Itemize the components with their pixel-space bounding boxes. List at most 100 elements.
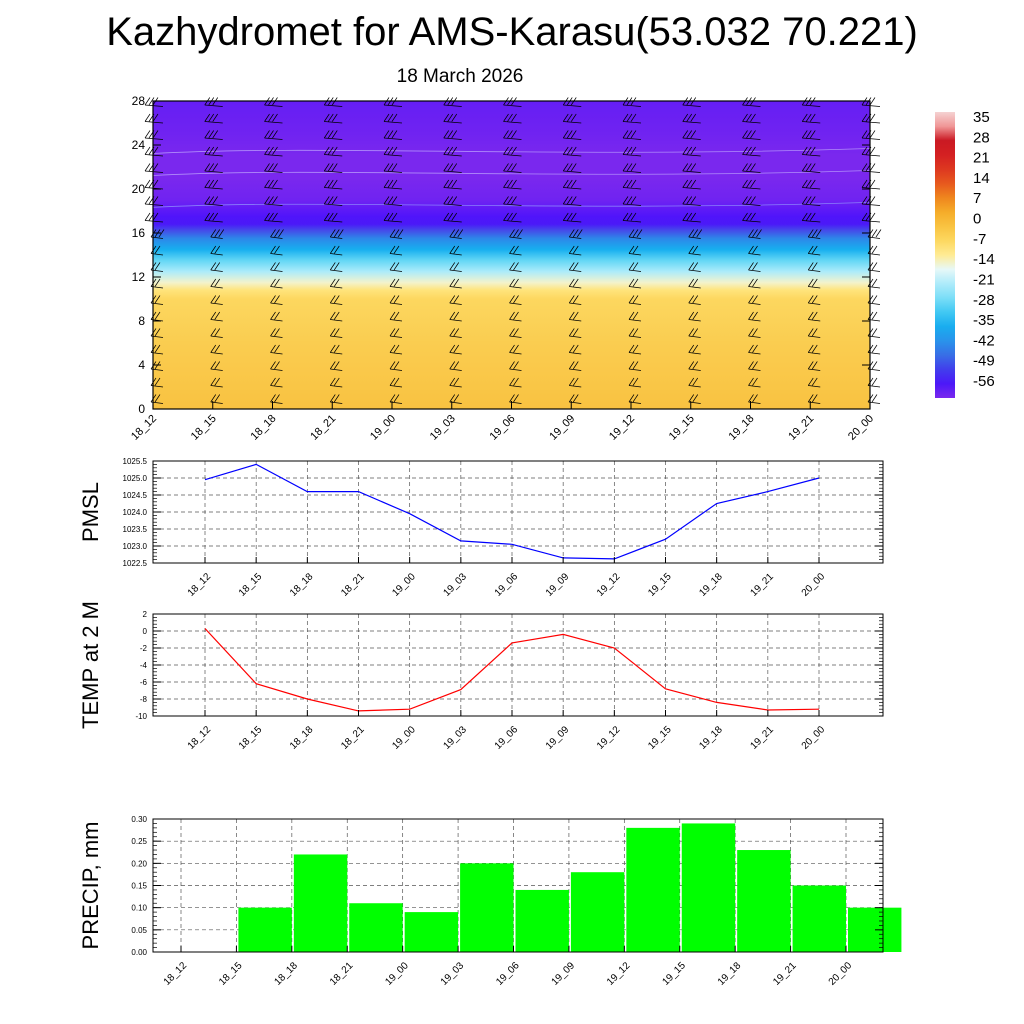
wind-barb (742, 130, 761, 140)
x-tick-label: 19_12 (605, 960, 633, 988)
barb-feather (204, 113, 211, 122)
barb-feather (632, 245, 639, 254)
barb-feather (507, 163, 513, 172)
wind-barb (628, 328, 642, 338)
barb-feather (329, 311, 336, 320)
barb-staff (204, 104, 223, 107)
barb-feather (268, 130, 274, 139)
barb-feather (327, 196, 334, 205)
barb-feather (148, 97, 155, 106)
y-tick-label: 0.00 (131, 948, 147, 957)
barb-feather (204, 212, 211, 221)
barb-staff (802, 137, 821, 140)
barb-feather (628, 245, 635, 254)
barb-staff (569, 368, 582, 371)
barb-feather (214, 361, 221, 370)
barb-feather (871, 361, 878, 370)
barb-feather (805, 212, 812, 221)
barb-feather (628, 394, 635, 403)
barb-feather (210, 311, 217, 320)
barb-feather (154, 278, 161, 287)
barb-staff (330, 319, 343, 322)
barb-feather (682, 163, 689, 172)
barb-feather (453, 262, 460, 271)
barb-feather (801, 179, 808, 188)
barb-staff (622, 121, 642, 124)
barb-staff (861, 154, 881, 157)
barb-feather (391, 130, 398, 139)
barb-feather (453, 394, 460, 403)
barb-staff (204, 220, 223, 223)
barb-feather (752, 278, 758, 287)
barb-feather (815, 229, 822, 238)
barb-staff (861, 187, 881, 190)
barb-staff (509, 253, 522, 256)
barb-staff (324, 154, 343, 157)
barb-feather (632, 394, 639, 403)
barb-feather (270, 229, 276, 238)
wind-barb (688, 344, 701, 355)
wind-barb (204, 130, 223, 140)
wind-barb (622, 163, 642, 173)
barb-staff (682, 154, 701, 157)
wind-barb (801, 146, 821, 157)
barb-feather (270, 295, 276, 304)
barb-staff (330, 236, 343, 239)
barb-feather (811, 377, 818, 386)
barb-staff (443, 121, 462, 124)
wind-barb (742, 179, 761, 190)
barb-feather (443, 130, 450, 139)
barb-feather (391, 179, 398, 188)
barb-staff (383, 121, 403, 124)
barb-feather (152, 179, 159, 188)
barb-staff (383, 187, 403, 190)
barb-feather (272, 179, 278, 188)
x-tick-label: 19_15 (667, 413, 697, 443)
barb-feather (331, 130, 338, 139)
wind-barb (383, 163, 403, 173)
barb-staff (688, 302, 701, 305)
wind-barb (204, 179, 223, 190)
y-tick-label: 0.20 (131, 859, 147, 868)
barb-feather (154, 328, 161, 337)
barb-feather (632, 278, 639, 287)
barb-feather (507, 179, 513, 188)
barb-feather (449, 377, 456, 386)
barb-feather (692, 328, 699, 337)
barb-staff (861, 104, 881, 107)
barb-staff (270, 368, 283, 371)
x-tick-label: 18_15 (237, 724, 265, 752)
barb-feather (628, 262, 635, 271)
barb-feather (272, 196, 278, 205)
barb-feather (154, 262, 161, 271)
y-axis-title: PRECIP, mm (78, 822, 103, 950)
barb-feather (208, 113, 215, 122)
barb-feather (811, 295, 818, 304)
barb-feather (389, 245, 396, 254)
y-tick-label: 1024.0 (123, 508, 148, 517)
barb-feather (509, 262, 515, 271)
barb-staff (324, 187, 343, 190)
wind-barb (509, 229, 523, 239)
barb-feather (692, 377, 699, 386)
barb-feather (622, 179, 629, 188)
barb-feather (568, 394, 575, 403)
barb-feather (805, 146, 812, 155)
barb-feather (333, 394, 340, 403)
barb-staff (503, 187, 522, 190)
barb-feather (809, 113, 816, 122)
barb-feather (264, 212, 270, 221)
x-tick-label: 19_12 (607, 413, 637, 443)
barb-feather (807, 295, 814, 304)
barb-feather (742, 196, 748, 205)
barb-feather (453, 377, 460, 386)
barb-feather (333, 262, 340, 271)
barb-feather (264, 196, 270, 205)
barb-feather (809, 163, 816, 172)
barb-feather (807, 394, 814, 403)
barb-staff (808, 286, 821, 289)
wind-barb (622, 146, 642, 157)
wind-barb (329, 295, 343, 305)
barb-feather (329, 245, 336, 254)
barb-feather (214, 262, 221, 271)
